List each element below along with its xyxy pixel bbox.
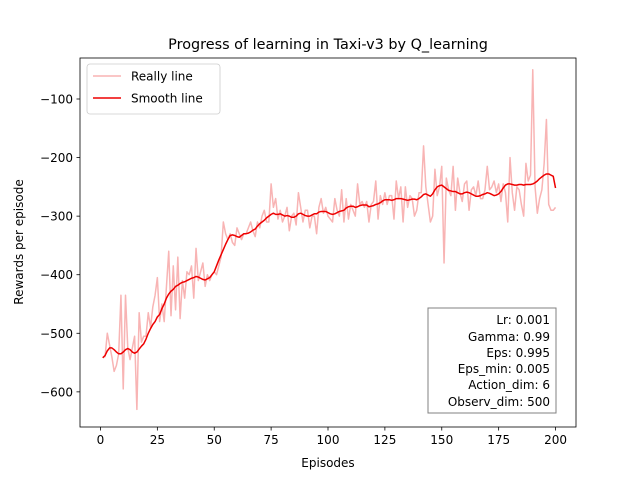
y-tick-label: −600 — [40, 385, 73, 399]
hyperparameter-gamma: Gamma: 0.99 — [468, 330, 550, 344]
y-tick-label: −500 — [40, 327, 73, 341]
x-tick-label: 25 — [150, 433, 165, 447]
hyperparameter-lr: Lr: 0.001 — [496, 313, 550, 327]
y-axis: −600 −500 −400 −300 −200 −100 — [40, 93, 80, 399]
x-tick-label: 75 — [263, 433, 278, 447]
hyperparameter-box: Lr: 0.001 Gamma: 0.99 Eps: 0.995 Eps_min… — [427, 307, 557, 414]
series-line-smooth-line — [102, 173, 557, 359]
x-axis: 0 25 50 75 100 125 150 175 200 — [97, 427, 567, 447]
x-tick-label: 100 — [317, 433, 340, 447]
legend: Really line Smooth line — [86, 63, 221, 115]
series-layer — [102, 68, 557, 411]
x-tick-label: 0 — [97, 433, 105, 447]
chart-title: Progress of learning in Taxi-v3 by Q_lea… — [168, 37, 488, 53]
y-tick-label: −300 — [40, 210, 73, 224]
hyperparameter-eps-min: Eps_min: 0.005 — [458, 362, 550, 376]
x-tick-label: 150 — [430, 433, 453, 447]
y-tick-label: −400 — [40, 268, 73, 282]
x-axis-label: Episodes — [301, 456, 354, 470]
y-tick-label: −200 — [40, 151, 73, 165]
legend-label-really-line: Really line — [131, 70, 193, 84]
y-axis-label: Rewards per episode — [12, 179, 26, 304]
x-tick-label: 200 — [544, 433, 567, 447]
y-tick-label: −100 — [40, 93, 73, 107]
hyperparameter-eps: Eps: 0.995 — [486, 346, 550, 360]
hyperparameter-box-frame — [427, 307, 557, 414]
legend-label-smooth-line: Smooth line — [131, 92, 203, 106]
x-tick-label: 125 — [373, 433, 396, 447]
hyperparameter-action-dim: Action_dim: 6 — [468, 378, 550, 392]
hyperparameter-observ-dim: Observ_dim: 500 — [448, 395, 550, 409]
x-tick-label: 175 — [487, 433, 510, 447]
x-tick-label: 50 — [207, 433, 222, 447]
